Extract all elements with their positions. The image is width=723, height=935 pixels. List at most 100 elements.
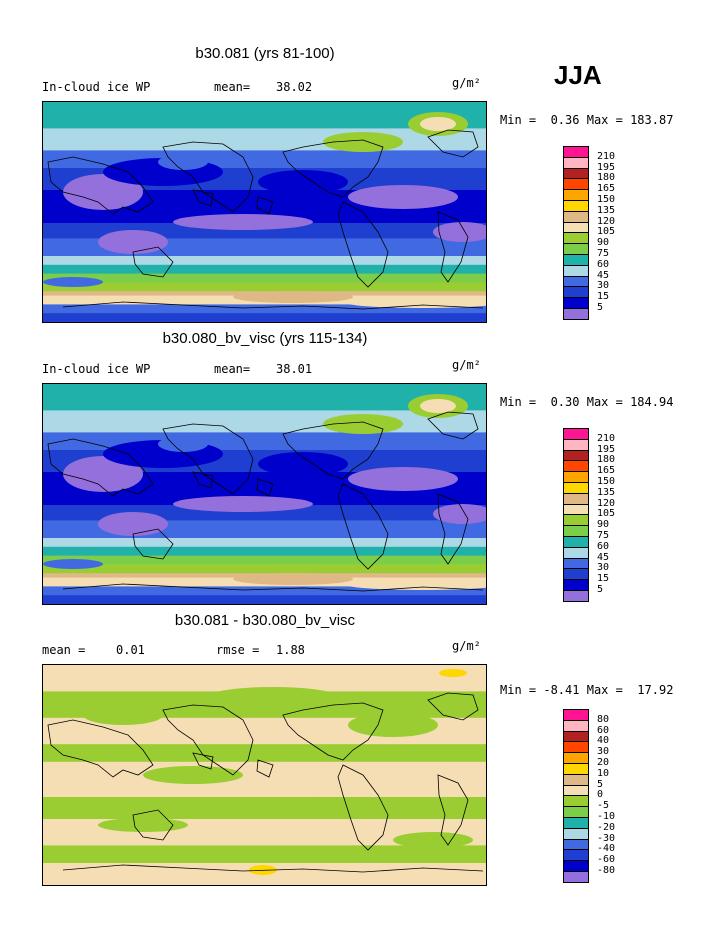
colorbar-label: 135 [597, 486, 616, 498]
coastline [62, 864, 484, 873]
colorbar-label: -10 [597, 811, 616, 822]
coastline [437, 774, 469, 846]
panel-3-mean-value: 0.01 [116, 643, 145, 657]
colorbar-box [563, 308, 589, 320]
panel-3-min-value: -8.41 [543, 683, 580, 697]
panel-3-minmax: Min = -8.41 Max = 17.92 [500, 683, 673, 697]
colorbar-label: 75 [597, 248, 610, 259]
colorbar-label: 45 [597, 269, 610, 281]
coastline [437, 211, 469, 283]
coastline [162, 704, 254, 776]
panel-2-variable-label: In-cloud ice WP [42, 362, 151, 376]
field-band [43, 384, 486, 396]
field-patch [98, 512, 168, 536]
colorbar-label: -60 [597, 854, 616, 866]
panel-1-variable-label: In-cloud ice WP [42, 80, 151, 94]
field-patch [143, 766, 243, 784]
field-patch [83, 705, 163, 725]
season-label: JJA [554, 60, 602, 90]
field-patch [343, 296, 486, 308]
field-patch [439, 669, 467, 677]
colorbar-label: 120 [597, 497, 616, 509]
field-patch [348, 713, 438, 737]
field-patch [63, 456, 143, 492]
coastline [437, 493, 469, 565]
panel-1-mean-label: mean= [214, 80, 251, 94]
field-band [43, 595, 486, 604]
coastline [192, 752, 214, 770]
coastline [256, 759, 274, 778]
colorbar-label: 45 [597, 551, 610, 563]
field-band [43, 744, 486, 763]
colorbar-label: 195 [597, 443, 616, 455]
field-band [43, 538, 486, 548]
coastline [282, 139, 384, 198]
colorbar-label: -40 [597, 843, 616, 855]
colorbar-label: 150 [597, 476, 616, 487]
field-band [43, 273, 486, 283]
field-patch [348, 467, 458, 491]
colorbar-label: -20 [597, 821, 616, 833]
colorbar-label: 30 [597, 280, 610, 292]
colorbar-label: 15 [597, 573, 610, 585]
coastline [162, 141, 254, 213]
coastline [162, 423, 254, 495]
coastline [337, 483, 389, 570]
colorbar-label: 105 [597, 226, 616, 238]
field-band [43, 395, 486, 411]
coastline [62, 301, 484, 310]
coastline [256, 478, 274, 497]
colorbar-label: 5 [597, 584, 604, 595]
field-band [43, 256, 486, 266]
field-patch [173, 496, 313, 512]
coastline [132, 528, 174, 560]
panel-1-units: g/m² [452, 76, 481, 90]
colorbar-label: 180 [597, 454, 616, 466]
field-patch [98, 818, 188, 832]
field-band [43, 304, 486, 314]
colorbar-label: 210 [597, 150, 616, 162]
panel-2-title: b30.080_bv_visc (yrs 115-134) [162, 330, 368, 347]
field-patch [303, 797, 383, 813]
coastline [47, 156, 154, 215]
field-patch [43, 277, 103, 287]
field-band [43, 761, 486, 798]
panel-3-map [42, 664, 487, 886]
field-patch [233, 573, 353, 585]
panel-1-min-value: 0.36 [550, 113, 580, 127]
panel-3-min-label: Min = [500, 683, 537, 697]
colorbar-box [563, 871, 589, 883]
field-patch [233, 291, 353, 303]
panel-2-mean-label: mean= [214, 362, 251, 376]
coastline [256, 196, 274, 215]
panel-1-map [42, 101, 487, 323]
colorbar-label: 105 [597, 508, 616, 520]
colorbar-label: 135 [597, 204, 616, 216]
field-patch [420, 399, 456, 413]
coastline [47, 438, 154, 497]
panel-1-minmax: Min = 0.36 Max = 183.87 [500, 113, 673, 127]
coastline [47, 719, 154, 778]
panel-3-title: b30.081 - b30.080_bv_visc [174, 612, 356, 629]
field-patch [63, 174, 143, 210]
coastline [192, 189, 214, 207]
colorbar-label: 210 [597, 432, 616, 444]
colorbar-label: 0 [597, 789, 604, 801]
colorbar-label: 60 [597, 540, 610, 552]
field-band [43, 845, 486, 864]
panel-3-mean-label: mean = [42, 643, 86, 657]
panel-3-units: g/m² [452, 639, 481, 653]
panel-1-max-value: 183.87 [630, 113, 674, 127]
panel-3-max-label: Max = [586, 683, 623, 697]
colorbar-label: 90 [597, 519, 610, 531]
panel-1-max-label: Max = [586, 113, 623, 127]
panel-1-title: b30.081 (yrs 81-100) [195, 45, 335, 62]
colorbar-label: 30 [597, 746, 610, 758]
colorbar-label: 40 [597, 735, 610, 747]
colorbar-label: 60 [597, 258, 610, 270]
colorbar-label: 75 [597, 530, 610, 541]
coastline [62, 583, 484, 592]
panel-2-units: g/m² [452, 358, 481, 372]
field-band [43, 564, 486, 574]
field-patch [98, 230, 168, 254]
